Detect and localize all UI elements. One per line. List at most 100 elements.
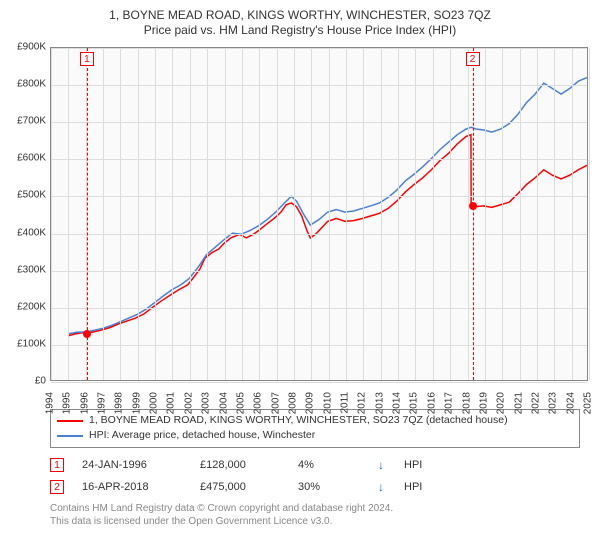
x-axis-label: 2017 xyxy=(444,392,455,414)
legend-label: 1, BOYNE MEAD ROAD, KINGS WORTHY, WINCHE… xyxy=(89,413,508,428)
y-axis-label: £700K xyxy=(8,116,46,127)
legend-item: 1, BOYNE MEAD ROAD, KINGS WORTHY, WINCHE… xyxy=(57,413,573,428)
event-diff-label: HPI xyxy=(404,454,422,476)
event-row: 2 16-APR-2018 £475,000 30% ↓ HPI xyxy=(50,476,580,498)
x-axis-label: 2003 xyxy=(201,392,212,414)
gridline-vertical xyxy=(363,48,364,380)
x-axis-label: 2008 xyxy=(287,392,298,414)
x-axis-label: 2002 xyxy=(183,392,194,414)
gridline-horizontal xyxy=(51,271,587,272)
gridline-vertical xyxy=(502,48,503,380)
gridline-horizontal xyxy=(51,196,587,197)
y-axis-label: £100K xyxy=(8,338,46,349)
gridline-vertical xyxy=(259,48,260,380)
gridline-vertical xyxy=(589,48,590,380)
y-axis-label: £0 xyxy=(8,376,46,387)
gridline-vertical xyxy=(450,48,451,380)
event-diff: 4% xyxy=(298,454,358,476)
gridline-vertical xyxy=(433,48,434,380)
gridline-vertical xyxy=(329,48,330,380)
event-badge: 2 xyxy=(50,480,64,494)
event-row: 124-JAN-1996£128,0004%↓HPI xyxy=(50,454,580,476)
x-axis-label: 2001 xyxy=(166,392,177,414)
event-date: 16-APR-2018 xyxy=(82,476,182,498)
chart-lines xyxy=(51,48,587,380)
y-axis-label: £400K xyxy=(8,227,46,238)
marker-dot-2 xyxy=(469,202,477,210)
gridline-vertical xyxy=(103,48,104,380)
y-axis-label: £200K xyxy=(8,301,46,312)
gridline-vertical xyxy=(155,48,156,380)
plot-area: 12 xyxy=(50,47,588,381)
x-axis-label: 1997 xyxy=(97,392,108,414)
x-axis-label: 1996 xyxy=(79,392,90,414)
x-axis-label: 2010 xyxy=(322,392,333,414)
x-axis-label: 2021 xyxy=(513,392,524,414)
gridline-vertical xyxy=(572,48,573,380)
gridline-horizontal xyxy=(51,234,587,235)
gridline-horizontal xyxy=(51,48,587,49)
event-price: £128,000 xyxy=(200,454,280,476)
event-diff: 30% xyxy=(298,476,358,498)
x-axis-label: 2016 xyxy=(426,392,437,414)
chart-subtitle: Price paid vs. HM Land Registry's House … xyxy=(8,23,592,37)
x-axis-label: 2006 xyxy=(253,392,264,414)
x-axis-label: 2023 xyxy=(548,392,559,414)
gridline-vertical xyxy=(537,48,538,380)
gridline-vertical xyxy=(415,48,416,380)
chart-area: 12 £0£100K£200K£300K£400K£500K£600K£700K… xyxy=(8,43,592,401)
gridline-vertical xyxy=(120,48,121,380)
gridline-vertical xyxy=(172,48,173,380)
x-axis-label: 2014 xyxy=(392,392,403,414)
x-axis-label: 2024 xyxy=(565,392,576,414)
gridline-horizontal xyxy=(51,122,587,123)
x-axis-label: 2019 xyxy=(478,392,489,414)
gridline-vertical xyxy=(554,48,555,380)
x-axis-label: 1994 xyxy=(45,392,56,414)
series-price_paid xyxy=(68,135,587,336)
gridline-horizontal xyxy=(51,382,587,383)
gridline-vertical xyxy=(346,48,347,380)
gridline-vertical xyxy=(225,48,226,380)
x-axis-label: 1998 xyxy=(114,392,125,414)
y-axis-label: £500K xyxy=(8,190,46,201)
x-axis-label: 1995 xyxy=(62,392,73,414)
arrow-down-icon: ↓ xyxy=(376,476,386,498)
x-axis-label: 1999 xyxy=(131,392,142,414)
gridline-vertical xyxy=(398,48,399,380)
x-axis-label: 2009 xyxy=(305,392,316,414)
event-price: £475,000 xyxy=(200,476,280,498)
gridline-vertical xyxy=(51,48,52,380)
gridline-vertical xyxy=(190,48,191,380)
x-axis-label: 2022 xyxy=(530,392,541,414)
x-axis-label: 2005 xyxy=(235,392,246,414)
gridline-vertical xyxy=(381,48,382,380)
legend: 1, BOYNE MEAD ROAD, KINGS WORTHY, WINCHE… xyxy=(50,409,580,448)
gridline-vertical xyxy=(485,48,486,380)
gridline-horizontal xyxy=(51,308,587,309)
gridline-vertical xyxy=(207,48,208,380)
gridline-horizontal xyxy=(51,345,587,346)
gridline-horizontal xyxy=(51,159,587,160)
footer-attribution: Contains HM Land Registry data © Crown c… xyxy=(50,502,580,528)
gridline-vertical xyxy=(138,48,139,380)
gridline-vertical xyxy=(311,48,312,380)
gridline-horizontal xyxy=(51,85,587,86)
x-axis-label: 2004 xyxy=(218,392,229,414)
marker-dot-1 xyxy=(83,330,91,338)
series-hpi xyxy=(68,78,587,334)
marker-line-2 xyxy=(473,48,474,380)
event-diff-label: HPI xyxy=(404,476,422,498)
chart-container: 1, BOYNE MEAD ROAD, KINGS WORTHY, WINCHE… xyxy=(0,0,600,532)
x-axis-label: 2013 xyxy=(374,392,385,414)
gridline-vertical xyxy=(68,48,69,380)
legend-swatch xyxy=(57,420,83,422)
event-badge: 1 xyxy=(50,458,64,472)
y-axis-label: £900K xyxy=(8,42,46,53)
gridline-vertical xyxy=(277,48,278,380)
gridline-vertical xyxy=(294,48,295,380)
gridline-vertical xyxy=(520,48,521,380)
x-axis-label: 2020 xyxy=(496,392,507,414)
x-axis-label: 2025 xyxy=(583,392,594,414)
marker-badge-2: 2 xyxy=(466,52,480,66)
